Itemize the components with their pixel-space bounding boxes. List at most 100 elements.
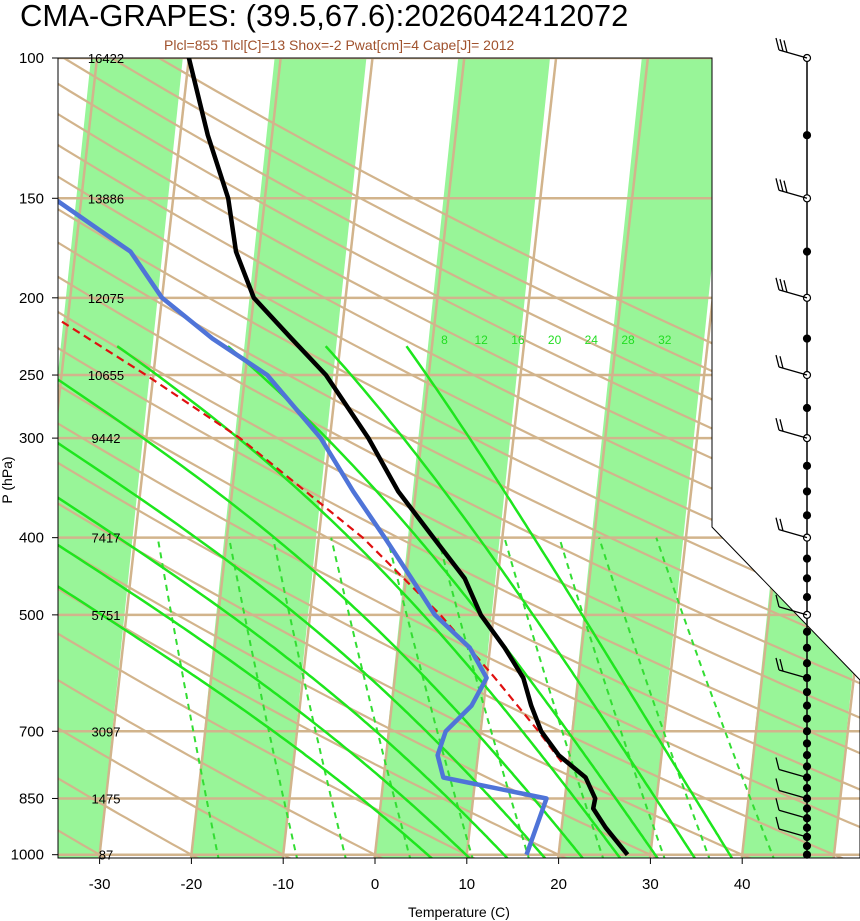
isotherm-band (58, 58, 189, 858)
isotherm-line (58, 58, 99, 858)
dry-adiabat-line (58, 58, 595, 858)
isotherm-line (830, 58, 860, 858)
isotherm-band (189, 58, 373, 858)
mixing-ratio-label: 12 (521, 858, 533, 870)
wind-level-marker (802, 487, 812, 496)
wind-barb-staff (778, 789, 808, 800)
parcel-path-line (58, 296, 563, 763)
mixing-ratio-label: 3 (341, 858, 347, 870)
moist-adiabat-label: 16 (511, 333, 525, 347)
height-labels: 16422 13886 12075 10655 9442 7417 5751 3097 1475… (88, 51, 124, 863)
dry-adiabat-line (58, 58, 860, 858)
wind-barb-staff (778, 768, 808, 779)
dry-adiabat-line (58, 58, 860, 858)
dry-adiabat-line (58, 58, 860, 858)
mixing-ratio-label: 1 (214, 858, 220, 870)
mixing-ratio-line (655, 537, 780, 858)
wind-barb-flag (775, 417, 780, 431)
wind-level-marker (802, 511, 812, 520)
mixing-ratio-label: 20 (595, 858, 607, 870)
dry-adiabat-line (58, 58, 860, 858)
temperature-ticks: -30 -20 -10 0 10 20 30 40 (89, 858, 751, 893)
wind-barb-flag (779, 658, 784, 672)
temperature-tick-label: 0 (371, 876, 379, 893)
wind-level-marker (802, 643, 812, 652)
wind-barb-flag (779, 278, 784, 292)
wind-barb-flag (783, 180, 788, 193)
wind-barb-staff (778, 49, 808, 59)
x-axis-label: Temperature (C) (408, 904, 510, 920)
dry-adiabat-line (63, 58, 860, 858)
height-label: 87 (99, 848, 113, 863)
height-label: 7417 (92, 531, 121, 546)
wind-barb-flag (775, 37, 780, 51)
green-bands (0, 0, 860, 870)
wind-barb-flag (779, 179, 784, 192)
wind-level-marker (802, 762, 812, 771)
wind-barb-staff (778, 809, 808, 819)
pressure-tick-label: 700 (19, 723, 44, 740)
wind-barb-flag (775, 757, 780, 770)
wind-barb-staff (778, 189, 808, 199)
wind-barb-flag (779, 356, 784, 369)
moist-adiabat-lines (58, 345, 742, 858)
wind-barb-staff (778, 828, 808, 838)
pressure-tick-label: 1000 (11, 847, 44, 864)
moist-adiabat-label: 28 (621, 333, 635, 347)
dry-adiabat-line (58, 58, 860, 858)
wind-barb-flag (783, 280, 788, 293)
isotherm-band (556, 58, 740, 858)
wind-barb-staff (778, 429, 808, 439)
wind-barb-staff (778, 366, 808, 376)
wind-level-marker (802, 554, 812, 563)
wind-barb-flag (775, 778, 780, 791)
y-axis-label: P (hPa) (0, 456, 15, 503)
dry-adiabat-line (58, 58, 860, 858)
wind-level-marker (802, 701, 812, 710)
wind-barb-flag (775, 178, 780, 191)
temperature-tick-label: -20 (181, 876, 203, 893)
moist-adiabat-line (405, 345, 742, 858)
isotherm-line (188, 58, 282, 858)
wind-barb-staff (778, 289, 808, 299)
chart-subtitle: Plcl=855 Tlcl[C]=13 Shox=-2 Pwat[cm]=4 C… (164, 37, 515, 53)
mixing-ratio-line (503, 537, 609, 858)
height-label: 10655 (88, 368, 124, 383)
height-label: 3097 (92, 724, 121, 739)
pressure-tick-label: 300 (19, 430, 44, 447)
profiles (58, 58, 630, 857)
wind-level-marker (802, 784, 812, 793)
height-label: 16422 (88, 51, 124, 66)
plot-frame (57, 57, 860, 859)
wind-barb-flag (775, 277, 780, 290)
moist-adiabat-line (58, 345, 595, 858)
wind-barb-staff (778, 529, 808, 539)
isotherm-band (740, 58, 860, 858)
pressure-tick-label: 500 (19, 607, 44, 624)
pressure-tick-label: 850 (19, 790, 44, 807)
height-label: 5751 (92, 608, 121, 623)
wind-barb-flag (783, 40, 788, 53)
dry-adiabat-line (58, 58, 409, 858)
wind-barb-flag (779, 518, 784, 532)
wind-barb-flag (775, 517, 780, 530)
wind-level-marker (802, 841, 812, 851)
wind-level-marker (802, 574, 812, 583)
dry-adiabat-line (58, 58, 782, 858)
temperature-tick-label: 20 (550, 876, 567, 893)
moist-adiabat-label: 12 (474, 333, 488, 347)
wind-barb-flag (775, 798, 780, 811)
isotherm-line (371, 58, 466, 858)
wind-level-marker (802, 751, 812, 760)
moist-adiabat-line (227, 345, 668, 858)
mixing-ratio-label: 2 (292, 858, 298, 870)
pressure-tick-label: 200 (19, 290, 44, 307)
temperature-tick-label: -30 (89, 876, 111, 893)
isotherm-band (0, 0, 5, 870)
wind-level-marker (802, 714, 812, 723)
wind-profile (775, 37, 812, 859)
mixing-ratio-line (228, 537, 302, 858)
pressure-tick-label: 400 (19, 530, 44, 547)
dry-adiabat-line (58, 58, 860, 858)
